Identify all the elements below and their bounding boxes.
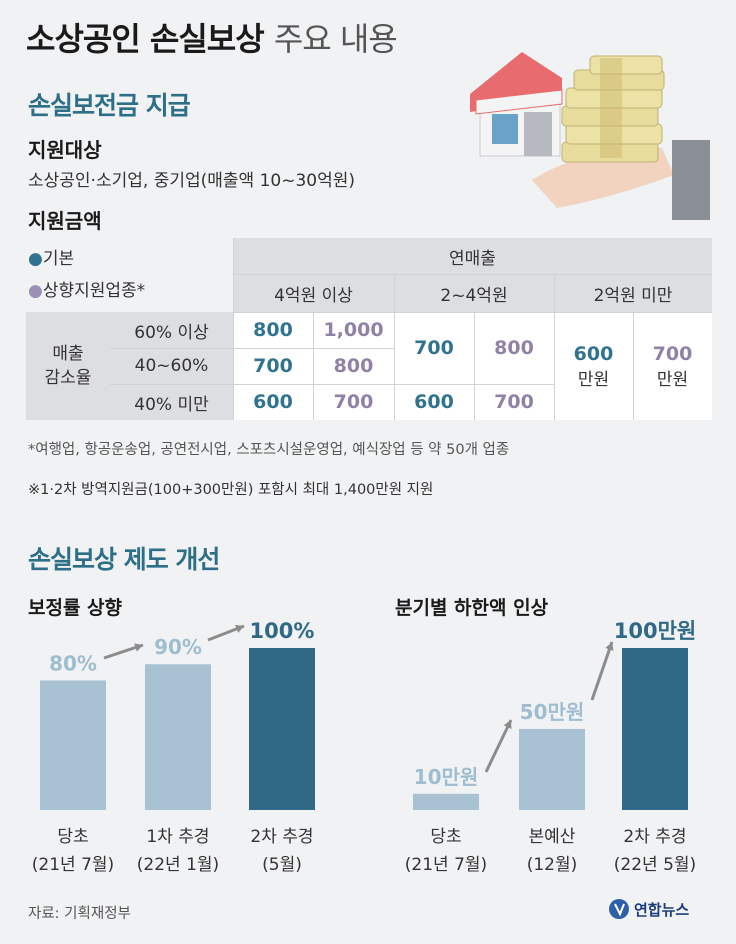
arrow-icon [590,641,614,701]
cell-c3-basic-value: 600 [573,342,614,365]
cell-c1-r2-upward: 800 [313,348,394,384]
category-label-1-1: (12월) [527,855,578,875]
support-amount-table: 연매출 4억원 이상 2~4억원 2억원 미만 매출 감소율 60% 이상 40… [26,238,712,420]
value-label-1: 50만원 [520,700,585,724]
title-light: 주요 내용 [273,20,398,58]
legend-basic-label: 기본 [42,249,75,269]
header-col-under2: 2억원 미만 [554,274,712,312]
category-label-1-0: 본예산 [529,827,576,847]
legend-basic: ●기본 [28,244,74,269]
category-label-0-0: 당초 [430,827,461,847]
category-label-1-0: 1차 추경 [146,827,209,847]
category-label-2-1: (5월) [262,855,302,875]
cell-c1-r1-upward: 1,000 [313,312,394,348]
cell-c3-upward-value: 700 [652,342,693,365]
header-col-2to4: 2~4억원 [394,274,554,312]
table-line [110,348,394,349]
cell-c2-r3-basic: 600 [394,384,474,420]
value-label-2: 100만원 [614,619,696,643]
row-label-60plus: 60% 이상 [110,312,233,348]
bar-1 [145,664,211,810]
logo-text: 연합뉴스 [634,900,690,919]
cell-c1-r3-basic: 600 [233,384,313,420]
cell-c2-r3-upward: 700 [474,384,554,420]
cell-c1-r1-basic: 800 [233,312,313,348]
row-group-sales-decline: 매출 감소율 [26,312,110,420]
category-label-0-1: (21년 7월) [405,855,487,875]
amount-label: 지원금액 [28,209,102,233]
arrow-icon [103,643,144,660]
bar-2 [249,648,315,810]
value-label-2: 100% [250,619,315,643]
header-annual-sales: 연매출 [233,238,712,274]
table-line [233,274,712,275]
table-line [554,274,555,420]
row-label-under40: 40% 미만 [110,384,233,420]
target-label: 지원대상 [28,138,102,162]
note-industries: *여행업, 항공운송업, 공연전시업, 스포츠시설운영업, 예식장업 등 약 5… [28,442,510,458]
table-line [633,312,634,420]
page-title: 소상공인 손실보상 주요 내용 [26,14,398,60]
title-bold: 소상공인 손실보상 [26,20,265,58]
cell-c3-basic: 600 만원 [554,312,633,420]
source-text: 자료: 기획재정부 [28,906,131,922]
section-title-improvement: 손실보상 제도 개선 [28,545,220,574]
table-line [474,312,475,420]
yonhap-logo: 연합뉴스 [608,898,689,920]
cell-c2-merged-upward: 800 [474,312,554,384]
category-label-1-1: (22년 1월) [137,855,219,875]
yonhap-logo-icon [609,899,629,919]
category-label-0-1: (21년 7월) [32,855,114,875]
value-label-0: 80% [49,651,97,675]
legend-upward-label: 상향지원업종* [42,281,146,301]
cell-c2-merged-basic: 700 [394,312,474,384]
row-label-40to60: 40~60% [110,348,233,384]
arrow-icon [207,624,245,642]
table-line [233,238,234,420]
chart2-title: 분기별 하한액 인상 [395,597,549,619]
header-col-4plus: 4억원 이상 [233,274,394,312]
target-text: 소상공인·소기업, 중기업(매출액 10~30억원) [28,171,355,191]
legend-upward-dot-icon: ● [28,281,43,301]
category-label-2-0: 2차 추경 [250,827,313,847]
cell-c3-upward: 700 만원 [633,312,712,420]
table-line [394,274,395,420]
bar-0 [413,793,479,810]
bar-1 [519,729,585,810]
shop-icon [470,52,563,157]
cell-c1-r2-basic: 700 [233,348,313,384]
cell-c1-r3-upward: 700 [313,384,394,420]
value-label-0: 10만원 [414,765,479,789]
hand-icon [532,148,674,208]
category-label-2-0: 2차 추경 [623,827,686,847]
table-line [313,312,314,420]
chart1-title: 보정률 상향 [28,597,123,619]
money-stack-icon [561,55,665,163]
sleeve-icon [672,140,710,220]
cell-c3-upward-unit: 만원 [656,369,689,390]
table-line [110,384,554,385]
section-title-compensation: 손실보전금 지급 [28,91,191,120]
category-label-2-1: (22년 5월) [614,855,696,875]
table-line [233,312,712,313]
cell-c3-basic-unit: 만원 [577,369,610,390]
legend-upward: ●상향지원업종* [28,276,145,301]
bar-2 [622,648,688,810]
arrow-icon [484,719,513,773]
bar-0 [40,680,106,810]
category-label-0-0: 당초 [57,827,88,847]
shop-money-illustration [470,52,710,220]
value-label-1: 90% [154,635,202,659]
note-max-support: ※1·2차 방역지원금(100+300만원) 포함시 최대 1,400만원 지원 [28,482,434,498]
chart-correction-rate: 80% 당초 (21년 7월) 90% 1차 추경 (22년 1월) 100% 2차 추경 (5… [32,619,315,875]
legend-basic-dot-icon: ● [28,249,43,269]
